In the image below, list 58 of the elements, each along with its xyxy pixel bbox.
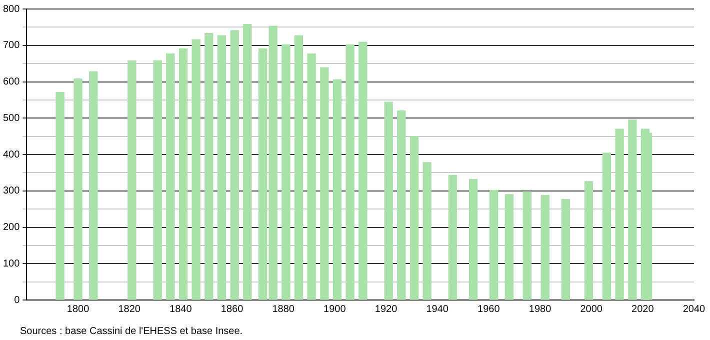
bar: [217, 35, 226, 300]
bar: [384, 102, 393, 300]
bar: [346, 44, 354, 300]
bar: [448, 174, 458, 300]
x-tick-label: 2000: [580, 304, 603, 315]
bar: [153, 60, 162, 300]
bar: [422, 162, 432, 300]
bar: [230, 30, 239, 300]
bar: [74, 78, 82, 300]
x-tick-label: 2040: [682, 304, 706, 315]
bar: [504, 194, 514, 300]
bar: [166, 53, 175, 300]
bar: [282, 44, 290, 300]
bar: [307, 53, 316, 300]
x-tick-label: 1940: [426, 304, 449, 315]
bar: [128, 60, 136, 300]
bar: [178, 48, 188, 300]
bar: [628, 120, 637, 300]
source-note: Sources : base Cassini de l'EHESS et base Insee.: [20, 326, 243, 337]
bar: [294, 35, 304, 300]
y-tick-label: 600: [2, 76, 20, 88]
bar: [468, 178, 478, 300]
bar: [204, 33, 214, 300]
bar: [540, 194, 550, 300]
bar: [192, 39, 200, 300]
bar: [643, 132, 652, 300]
bar: [561, 198, 570, 300]
x-tick-label: 1920: [374, 304, 398, 315]
bar: [584, 181, 594, 300]
x-tick-label: 1960: [478, 304, 500, 315]
y-tick-label: 500: [2, 112, 20, 124]
x-tick-label: 1840: [170, 304, 192, 315]
x-tick-label: 1900: [324, 304, 346, 315]
y-tick-label: 700: [2, 40, 20, 52]
bar: [89, 71, 98, 300]
y-tick-label: 0: [14, 294, 20, 306]
bar: [56, 92, 64, 300]
bar: [522, 191, 532, 300]
bar: [410, 136, 419, 300]
y-tick-label: 300: [2, 186, 20, 197]
x-tick-label: 1820: [118, 304, 141, 315]
y-tick-label: 800: [2, 4, 20, 15]
x-tick-label: 1880: [272, 304, 295, 315]
bar: [397, 110, 406, 300]
y-tick-label: 400: [2, 149, 20, 160]
bar: [602, 152, 612, 300]
x-tick-label: 1800: [66, 304, 90, 315]
bar: [320, 67, 329, 300]
y-tick-label: 100: [2, 258, 20, 270]
bar: [332, 79, 342, 300]
x-tick-label: 1860: [220, 304, 244, 315]
bar: [615, 128, 624, 300]
bar: [489, 190, 498, 300]
bar: [358, 42, 368, 300]
y-tick-label: 200: [2, 222, 20, 233]
x-tick-label: 1980: [528, 304, 552, 315]
bar: [243, 24, 252, 300]
x-tick-label: 2020: [632, 304, 654, 315]
